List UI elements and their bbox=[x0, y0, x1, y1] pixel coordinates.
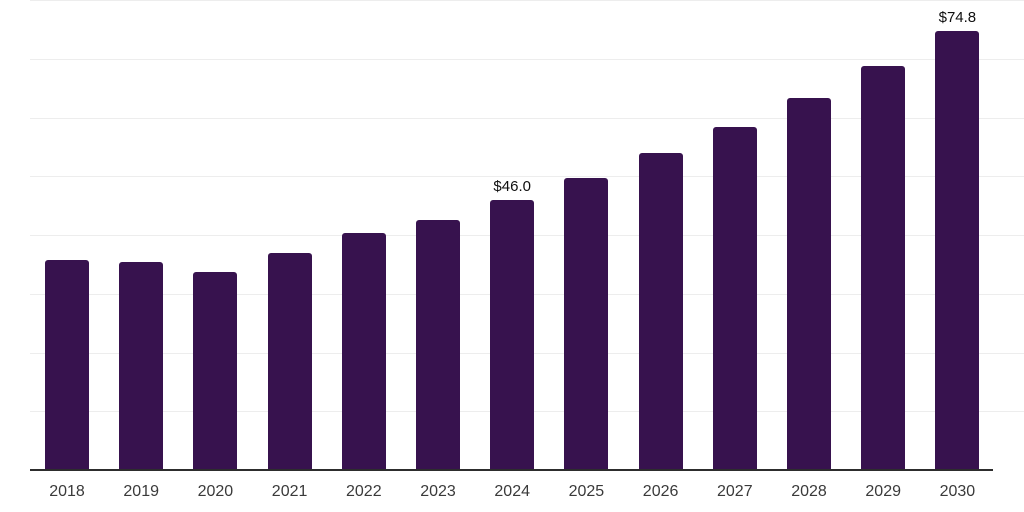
data-label-2030: $74.8 bbox=[938, 8, 977, 26]
x-tick-label-2019: 2019 bbox=[123, 483, 159, 500]
bar-2021 bbox=[267, 253, 312, 470]
x-tick-label-2030: 2030 bbox=[939, 483, 976, 500]
bar-2019 bbox=[119, 262, 164, 470]
x-tick-label-2029: 2029 bbox=[865, 483, 901, 500]
bar-2028 bbox=[787, 98, 831, 470]
bar-2018 bbox=[45, 260, 89, 470]
gridline bbox=[30, 0, 1024, 1]
bar-2025 bbox=[564, 178, 609, 470]
bar-2024 bbox=[490, 199, 535, 470]
gridline bbox=[30, 118, 1024, 119]
x-tick-label-2024: 2024 bbox=[494, 483, 530, 500]
bar-2027 bbox=[712, 126, 757, 470]
bar-2030 bbox=[935, 30, 980, 470]
plot-area: $46.0 $74.8 bbox=[30, 0, 1024, 470]
x-tick-label-2025: 2025 bbox=[568, 483, 605, 500]
gridline bbox=[30, 176, 1024, 177]
x-tick-label-2022: 2022 bbox=[346, 483, 382, 500]
x-tick-label-2027: 2027 bbox=[717, 483, 753, 500]
x-tick-label-2028: 2028 bbox=[791, 483, 827, 500]
data-label-2024: $46.0 bbox=[493, 177, 531, 195]
x-tick-label-2021: 2021 bbox=[271, 483, 308, 500]
gridline bbox=[30, 59, 1024, 60]
x-tick-label-2020: 2020 bbox=[197, 483, 234, 500]
bar-2026 bbox=[638, 153, 683, 470]
bar-2029 bbox=[861, 65, 906, 470]
bar-2023 bbox=[416, 219, 460, 470]
bar-2022 bbox=[341, 233, 386, 470]
x-tick-label-2023: 2023 bbox=[420, 483, 456, 500]
bar-2020 bbox=[193, 272, 238, 470]
x-tick-label-2026: 2026 bbox=[642, 483, 679, 500]
x-tick-label-2018: 2018 bbox=[49, 483, 85, 500]
x-axis-line bbox=[30, 469, 993, 471]
